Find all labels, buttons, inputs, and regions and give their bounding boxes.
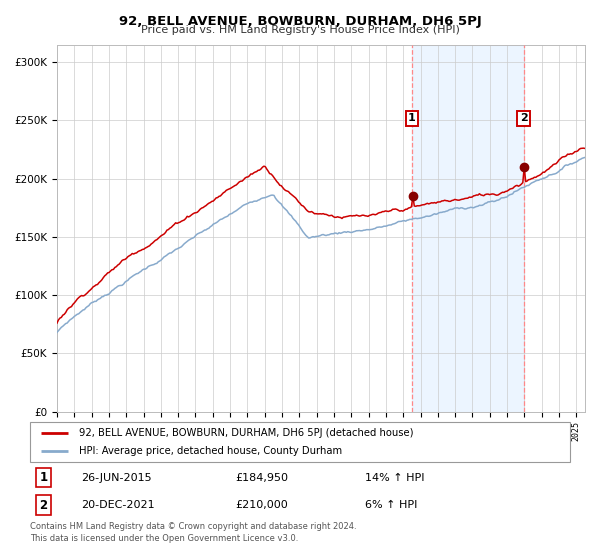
Text: HPI: Average price, detached house, County Durham: HPI: Average price, detached house, Coun… (79, 446, 342, 456)
Text: 26-JUN-2015: 26-JUN-2015 (82, 473, 152, 483)
FancyBboxPatch shape (30, 422, 570, 462)
Text: £210,000: £210,000 (235, 500, 288, 510)
Text: 2: 2 (40, 499, 47, 512)
Text: 1: 1 (408, 113, 416, 123)
Text: 14% ↑ HPI: 14% ↑ HPI (365, 473, 424, 483)
Text: Contains HM Land Registry data © Crown copyright and database right 2024.
This d: Contains HM Land Registry data © Crown c… (30, 522, 356, 543)
Text: 92, BELL AVENUE, BOWBURN, DURHAM, DH6 5PJ: 92, BELL AVENUE, BOWBURN, DURHAM, DH6 5P… (119, 15, 481, 27)
Text: Price paid vs. HM Land Registry's House Price Index (HPI): Price paid vs. HM Land Registry's House … (140, 25, 460, 35)
Text: £184,950: £184,950 (235, 473, 288, 483)
Text: 6% ↑ HPI: 6% ↑ HPI (365, 500, 417, 510)
Bar (412, 45, 524, 412)
Text: 92, BELL AVENUE, BOWBURN, DURHAM, DH6 5PJ (detached house): 92, BELL AVENUE, BOWBURN, DURHAM, DH6 5P… (79, 428, 413, 437)
Text: 1: 1 (40, 471, 47, 484)
Text: 20-DEC-2021: 20-DEC-2021 (82, 500, 155, 510)
Text: 2: 2 (520, 113, 527, 123)
